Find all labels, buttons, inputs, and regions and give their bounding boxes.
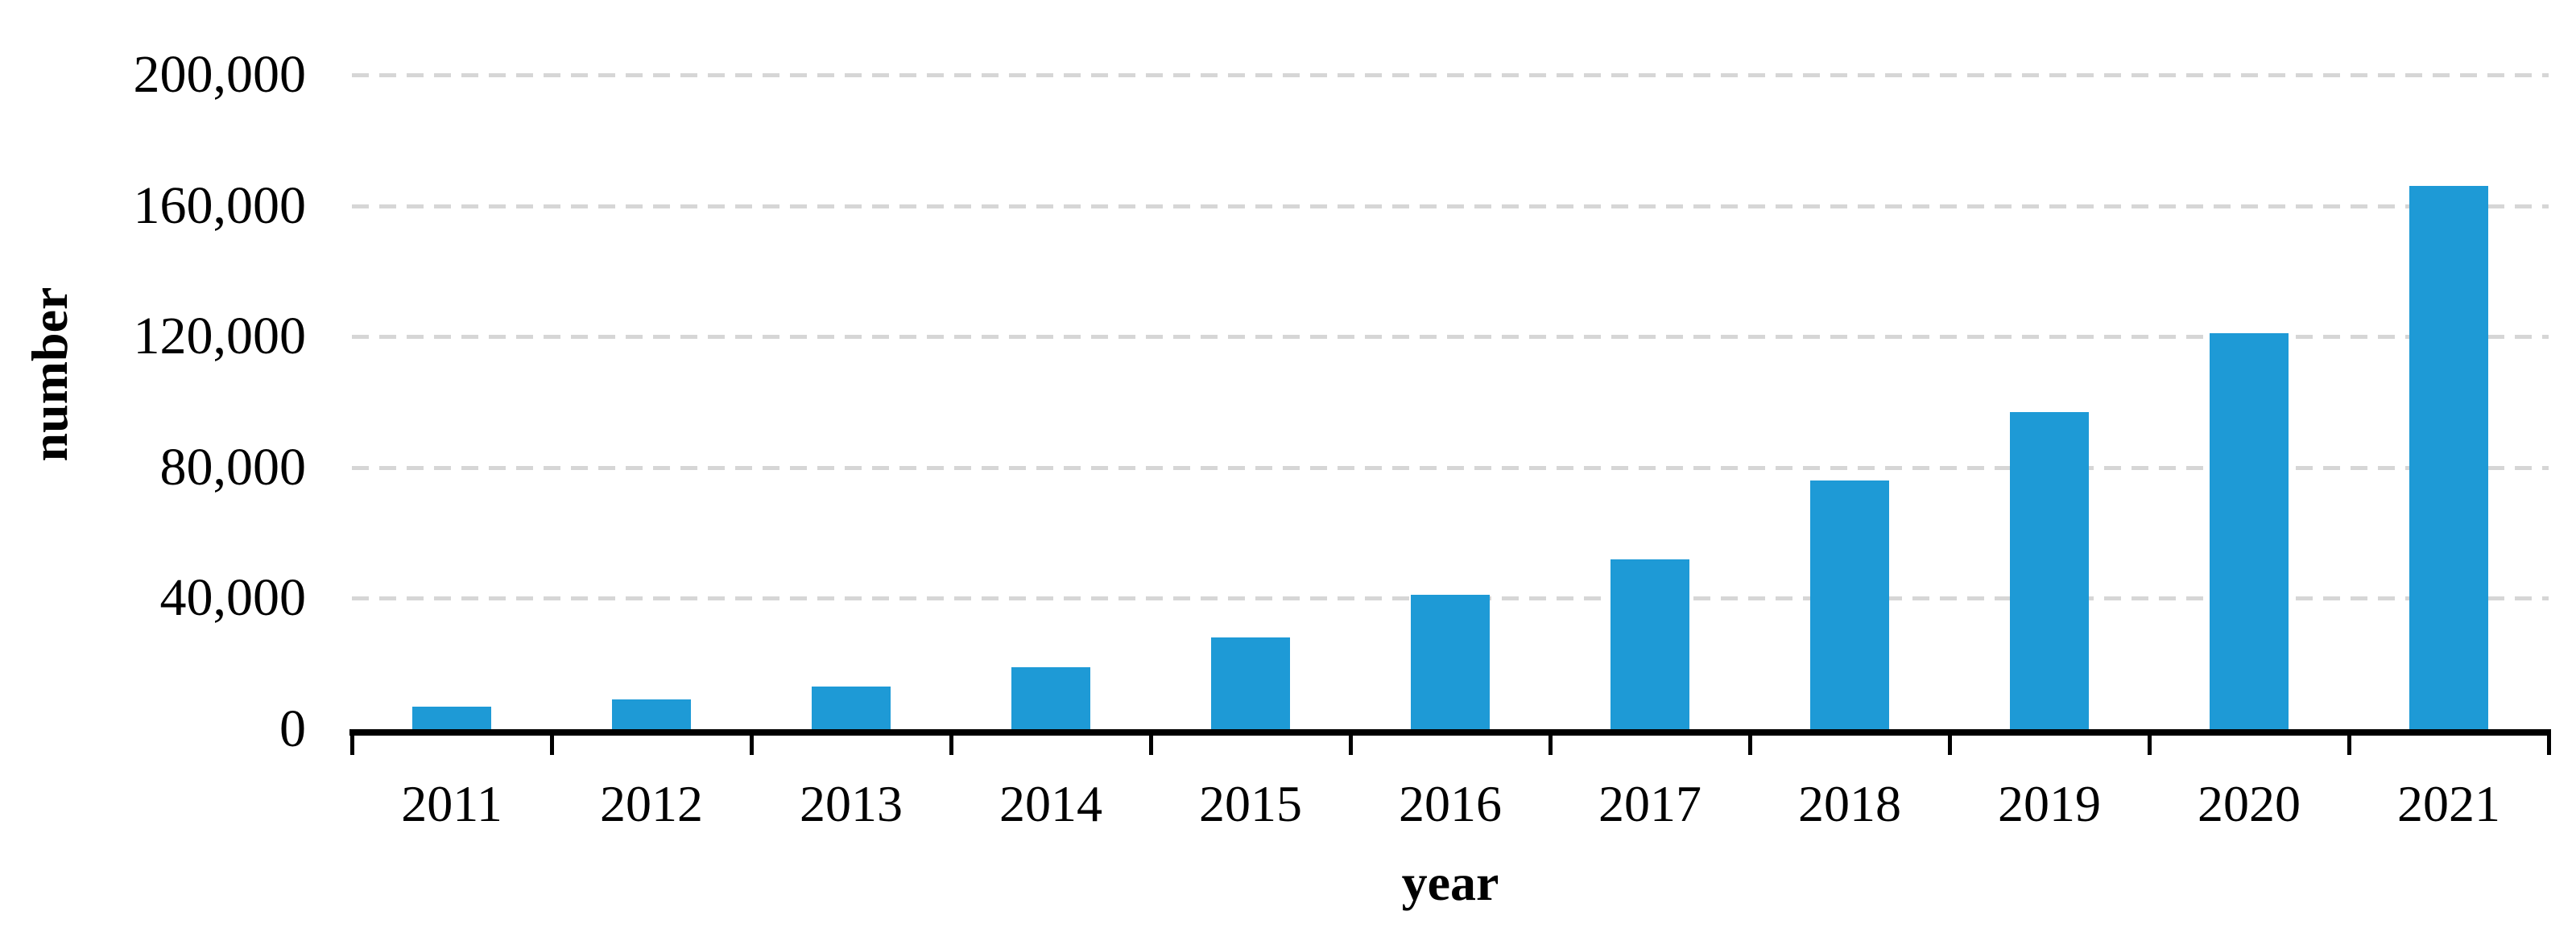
y-tick-label-160000: 160,000 (133, 175, 307, 235)
bar-2020 (2210, 333, 2289, 729)
bar-2012 (612, 699, 691, 729)
x-axis-title: year (1401, 854, 1499, 911)
x-tick-label-2013: 2013 (800, 775, 903, 832)
x-tick-label-2018: 2018 (1798, 775, 1901, 832)
gridline-160000 (352, 204, 2549, 208)
y-tick-label-200000: 200,000 (133, 45, 307, 104)
y-axis-title: number (21, 287, 78, 462)
bar-2014 (1011, 666, 1090, 729)
x-axis-tick (1747, 736, 1752, 755)
x-axis-tick (2347, 736, 2351, 755)
bar-2018 (1810, 480, 1889, 729)
bar-2015 (1211, 637, 1290, 729)
y-tick-label-0: 0 (279, 699, 306, 758)
y-tick-label-80000: 80,000 (159, 437, 307, 497)
x-tick-label-2020: 2020 (2198, 775, 2301, 832)
gridline-120000 (352, 335, 2549, 340)
x-tick-label-2019: 2019 (1998, 775, 2101, 832)
bar-2019 (2010, 411, 2089, 729)
x-axis-tick (549, 736, 554, 755)
x-axis-tick (349, 736, 354, 755)
x-tick-label-2017: 2017 (1598, 775, 1701, 832)
bar-2016 (1411, 595, 1490, 729)
x-axis-tick (1348, 736, 1353, 755)
x-tick-label-2012: 2012 (600, 775, 703, 832)
x-tick-label-2011: 2011 (401, 775, 502, 832)
x-axis-line (349, 729, 2551, 736)
x-axis-tick (949, 736, 953, 755)
bar-2021 (2409, 186, 2488, 729)
y-tick-label-40000: 40,000 (159, 568, 307, 628)
bar-2017 (1611, 559, 1689, 729)
x-axis-tick (1148, 736, 1153, 755)
x-tick-label-2014: 2014 (999, 775, 1102, 832)
y-tick-label-120000: 120,000 (133, 307, 307, 366)
x-tick-label-2016: 2016 (1399, 775, 1502, 832)
x-tick-label-2015: 2015 (1199, 775, 1302, 832)
gridline-200000 (352, 73, 2549, 77)
x-axis-tick (749, 736, 754, 755)
x-axis-tick (1548, 736, 1553, 755)
x-axis-tick (1947, 736, 1952, 755)
x-axis-tick (2147, 736, 2152, 755)
x-axis-tick (2546, 736, 2551, 755)
gridline-80000 (352, 465, 2549, 470)
bar-2011 (412, 706, 491, 729)
bar-2013 (812, 687, 891, 729)
x-tick-label-2021: 2021 (2397, 775, 2500, 832)
